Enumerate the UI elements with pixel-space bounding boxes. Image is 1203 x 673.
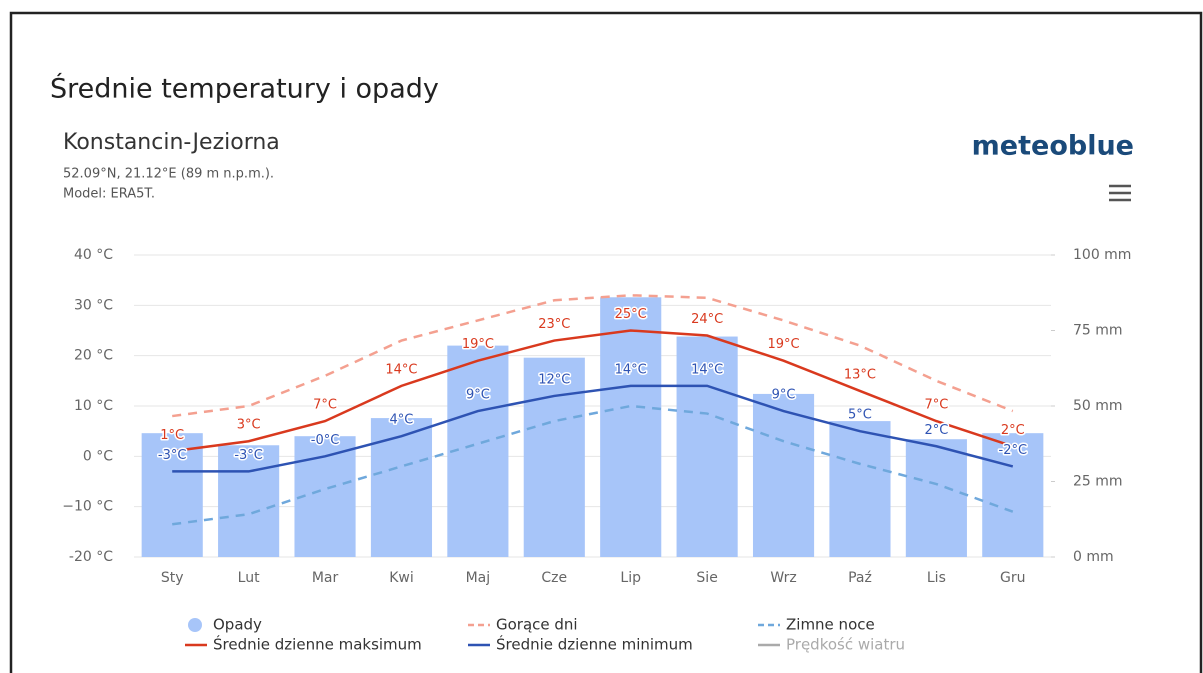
data-label: 23°C	[538, 317, 570, 332]
y-tick-label: 40 °C	[74, 247, 113, 263]
data-label: 12°C	[538, 372, 570, 387]
precipitation-bar	[447, 345, 509, 557]
model: Model: ERA5T.	[63, 187, 155, 202]
data-label: 4°C	[390, 413, 414, 428]
data-label: 5°C	[848, 408, 872, 423]
legend-symbol	[188, 618, 202, 632]
data-label: 19°C	[767, 337, 799, 352]
line	[172, 384, 1014, 473]
y-tick-label: 20 °C	[74, 348, 113, 364]
x-tick-label: Lip	[620, 570, 641, 586]
data-label: 7°C	[313, 398, 337, 413]
data-label: 14°C	[691, 362, 723, 377]
precipitation-bar	[752, 393, 815, 557]
data-label: 3°C	[237, 418, 261, 433]
x-tick-label: Lut	[238, 570, 260, 586]
y2-tick-label: 25 mm	[1073, 474, 1123, 490]
y2-tick-label: 50 mm	[1073, 398, 1123, 414]
data-label: 9°C	[466, 388, 490, 403]
brand-logo: meteoblue	[972, 131, 1134, 162]
legend-label: Opady	[213, 616, 262, 634]
data-label: 19°C	[462, 337, 494, 352]
y2-tick-label: 100 mm	[1073, 247, 1131, 263]
precipitation-bar	[905, 439, 967, 557]
data-label: 2°C	[924, 423, 948, 438]
data-label: 9°C	[772, 388, 796, 403]
frame	[9, 11, 1203, 673]
data-label: 14°C	[615, 362, 647, 377]
y2-tick-label: 0 mm	[1073, 549, 1114, 565]
data-label: -2°C	[999, 443, 1028, 458]
data-label: -3°C	[158, 448, 187, 463]
coordinates: 52.09°N, 21.12°E (89 m n.p.m.).	[63, 167, 274, 182]
x-tick-label: Sie	[696, 570, 717, 586]
legend-label: Średnie dzienne maksimum	[213, 635, 422, 654]
y-tick-label: -20 °C	[69, 549, 113, 565]
line	[172, 329, 1014, 453]
x-tick-label: Sty	[161, 570, 184, 586]
y-tick-label: 0 °C	[83, 448, 113, 464]
precipitation-bar	[600, 297, 662, 557]
data-label: 25°C	[615, 307, 647, 322]
dashed-line	[172, 404, 1014, 526]
x-tick-label: Maj	[466, 570, 491, 586]
x-tick-label: Lis	[927, 570, 946, 586]
x-tick-label: Kwi	[389, 570, 414, 586]
x-tick-label: Paź	[848, 570, 872, 586]
precipitation-bar	[218, 445, 280, 557]
legend-label: Zimne noce	[786, 616, 875, 634]
precipitation-bar	[676, 336, 738, 557]
data-label: 24°C	[691, 312, 723, 327]
legend-label: Gorące dni	[496, 616, 578, 634]
data-label: -3°C	[234, 448, 263, 463]
location: Konstancin-Jeziorna	[63, 130, 280, 155]
data-label: -0°C	[311, 433, 340, 448]
y-tick-label: −10 °C	[62, 499, 113, 515]
x-tick-label: Mar	[312, 570, 339, 586]
title: Średnie temperatury i opady	[50, 73, 439, 105]
y2-tick-label: 75 mm	[1073, 323, 1123, 339]
menu-button[interactable]	[1109, 184, 1131, 202]
y-tick-label: 30 °C	[74, 297, 113, 313]
x-tick-label: Wrz	[770, 570, 796, 586]
data-label: 14°C	[385, 362, 417, 377]
data-label: 1°C	[160, 428, 184, 443]
precipitation-bar	[523, 357, 585, 557]
x-tick-label: Gru	[1000, 570, 1025, 586]
precipitation-bar	[141, 433, 203, 557]
legend-label: Prędkość wiatru	[786, 636, 905, 654]
dashed-line	[172, 294, 1014, 418]
legend-label: Średnie dzienne minimum	[496, 635, 693, 654]
data-label: 7°C	[924, 398, 948, 413]
precipitation-bar	[829, 421, 891, 557]
precipitation-bar	[982, 433, 1044, 557]
data-label: 2°C	[1001, 423, 1025, 438]
x-tick-label: Cze	[541, 570, 567, 586]
data-label: 13°C	[844, 367, 876, 382]
y-tick-label: 10 °C	[74, 398, 113, 414]
precipitation-bar	[370, 418, 433, 557]
